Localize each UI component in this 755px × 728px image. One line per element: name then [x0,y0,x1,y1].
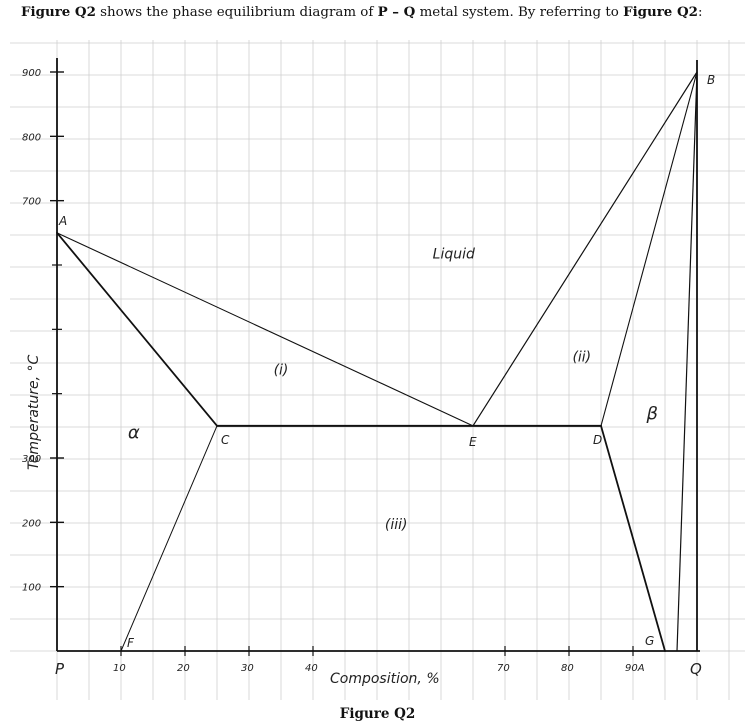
point-label-d: D [593,433,602,447]
phase-line-d-g [600,424,666,652]
system-name: P – Q [377,4,416,20]
figure-ref-2: Figure Q2 [623,4,698,20]
y-ticks: 100 200 300 700 800 900 [22,68,64,594]
x-end-label-q: Q [690,660,702,678]
phase-lines [56,71,698,652]
figure-ref: Figure Q2 [21,4,96,20]
phase-line-a-c [56,231,218,427]
point-labels: A B C E D F G [58,73,715,650]
text-after: metal system. By referring to [415,5,624,20]
x-tick-label: 80 [561,663,574,674]
region-label: β [645,403,658,424]
y-tick-label: 200 [22,518,41,529]
colon: : [697,5,703,20]
point-label-c: C [221,433,230,447]
phase-line-b-q [676,71,698,652]
x-tick-label: 10 [113,663,126,674]
region-labels: Liquid (i) (ii) (iii) α β [128,247,658,533]
x-ticks: 10 20 30 40 70 80 90A [113,646,645,674]
phase-line-c-f [120,425,218,652]
x-tick-label: 30 [241,663,254,674]
region-label: (iii) [385,517,408,533]
phase-line-a-e [56,232,474,427]
phase-line-d-b [600,71,698,427]
x-tick-label: 70 [497,663,510,674]
question-text: Figure Q2 shows the phase equilibrium di… [21,4,751,20]
region-label: (ii) [572,350,591,366]
x-tick-label: 20 [177,663,190,674]
x-end-label-p: P [55,660,65,678]
y-tick-label: 900 [22,68,41,79]
phase-diagram: 100 200 300 700 800 900 10 20 30 40 70 80 90A A B C E D… [10,40,745,700]
region-label: (i) [274,362,289,378]
point-label-e: E [469,435,477,449]
phase-line-e-b [472,71,698,427]
figure-caption: Figure Q2 [339,706,416,722]
point-label-f: F [127,636,135,650]
y-tick-label: 300 [22,454,41,465]
x-axis-label: Composition, % [330,671,440,687]
axes [56,58,700,652]
grid [10,40,745,700]
y-axis-label: Temperature, °C [26,354,42,470]
x-tick-label: 90A [625,663,645,674]
text-middle: shows the phase equilibrium diagram of [95,5,378,20]
y-tick-label: 800 [22,132,41,143]
y-tick-label: 100 [22,583,41,594]
region-label: Liquid [433,247,475,263]
point-label-b: B [707,73,715,87]
y-tick-label: 700 [22,197,41,208]
point-label-g: G [645,634,654,648]
x-tick-label: 40 [305,663,318,674]
region-label: α [128,423,140,444]
point-label-a: A [58,214,67,228]
